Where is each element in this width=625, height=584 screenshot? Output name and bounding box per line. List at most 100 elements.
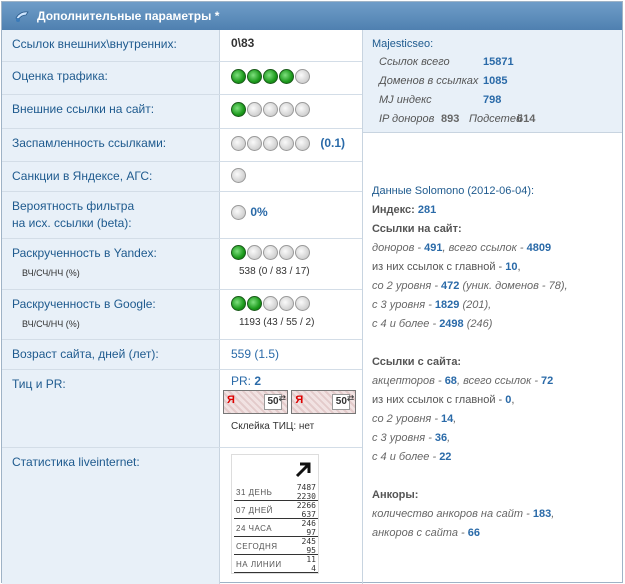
rating-dot-empty [295, 296, 310, 312]
rating-dots [231, 69, 311, 85]
rating-dot-empty [279, 296, 294, 312]
refresh-icon: ⇄ [346, 393, 355, 403]
value: 22 [439, 451, 452, 463]
li-value-2: 97 [306, 528, 316, 537]
rating-dot-filled [247, 69, 262, 85]
age-value: 559 (1.5) [231, 347, 280, 361]
value: 68 [444, 375, 457, 387]
row-label: Раскрученность в Google: [12, 297, 156, 311]
liveinternet-row: НА ЛИНИИ 11 4 [234, 555, 318, 573]
row-label: Ссылок внешних\внутренних: [2, 30, 220, 61]
rating-dot-empty [295, 245, 310, 261]
li-values: 245 95 [302, 537, 316, 555]
settings-icon [15, 11, 29, 22]
rating-dot-empty [279, 136, 294, 152]
rating-dots [231, 296, 311, 312]
row-liveinternet: Статистика liveinternet: 31 ДЕНЬ 7487 2230… [2, 448, 362, 584]
value: 472 [441, 280, 460, 292]
li-values: 246 97 [302, 519, 316, 537]
column-separator [362, 30, 363, 584]
solomono-index: 281 [417, 204, 437, 216]
li-value-2: 2230 [296, 492, 316, 501]
label: с 3 уровня [372, 299, 426, 311]
anchors-title: Анкоры: [372, 489, 419, 501]
row-age: Возраст сайта, дней (лет): 559 (1.5) [2, 340, 362, 370]
yandex-tic-badge[interactable]: Я 50 ⇄ [291, 390, 357, 414]
rating-dot-filled [231, 69, 246, 85]
rating-dot-empty [295, 136, 310, 152]
value: 14 [441, 413, 454, 425]
li-period: 24 ЧАСА [236, 524, 273, 533]
filter-value: 0% [250, 205, 268, 219]
rating-dots [231, 245, 311, 261]
out-links-title: Ссылки с сайта: [372, 356, 462, 368]
row-spam: Заспамленность ссылками: (0.1) [2, 129, 362, 162]
value: 72 [541, 375, 554, 387]
majestic-value: 614 [517, 113, 536, 125]
extra: (246) [466, 318, 493, 330]
row-yandex: Раскрученность в Yandex: ВЧ/СЧ/НЧ (%) 53… [2, 239, 362, 290]
row-external: Внешние ссылки на сайт: [2, 95, 362, 129]
rating-dot-empty [279, 245, 294, 261]
panel-title: Дополнительные параметры * [37, 9, 220, 23]
rating-dot-empty [263, 245, 278, 261]
pr-label: PR: [231, 374, 252, 388]
label: количество анкоров на сайт [372, 508, 524, 520]
value: 2498 [439, 318, 464, 330]
majestic-block: Majesticseo: Ссылок всего 15871 Доменов … [363, 30, 622, 133]
rating-dot-empty [247, 245, 262, 261]
label: с 4 и более [372, 451, 430, 463]
rating-dot-empty [263, 102, 278, 118]
refresh-icon: ⇄ [278, 393, 286, 403]
in-links-title: Ссылки на сайт: [372, 223, 462, 235]
li-period: 31 ДЕНЬ [236, 488, 273, 497]
pr-value: 2 [254, 374, 262, 388]
row-label: на исх. ссылки (beta): [12, 216, 132, 230]
li-values: 11 4 [306, 555, 316, 573]
label: доноров [372, 242, 415, 254]
value: 0 [505, 394, 512, 406]
tic-number: 50 [264, 394, 282, 410]
row-label: Заспамленность ссылками: [2, 129, 220, 161]
rating-dot-filled [231, 296, 246, 312]
majestic-label: IP доноров [379, 113, 435, 125]
tic-glue: Склейка ТИЦ: нет [231, 421, 315, 432]
rating-dot-empty [263, 136, 278, 152]
label: с 4 и более [372, 318, 430, 330]
solomono-index-label: Индекс: [372, 204, 415, 216]
li-values: 2266 637 [297, 501, 316, 519]
liveinternet-row: 24 ЧАСА 246 97 [234, 519, 318, 537]
rating-dot-empty [231, 136, 246, 152]
rating-dot-empty [247, 102, 262, 118]
row-label: Возраст сайта, дней (лет): [2, 340, 220, 369]
row-sublabel: ВЧ/СЧ/НЧ (%) [22, 319, 80, 329]
rating-dot-empty [263, 296, 278, 312]
row-label: Тиц и PR: [2, 370, 220, 447]
majestic-value: 798 [483, 94, 502, 106]
row-label: Раскрученность в Yandex: [12, 246, 157, 260]
liveinternet-row: 31 ДЕНЬ 7487 2230 [234, 483, 318, 501]
li-value-2: 95 [306, 546, 316, 555]
row-traffic: Оценка трафика: [2, 62, 362, 95]
solomono-block: Данные Solomono (2012-06-04): Индекс: 28… [372, 182, 622, 543]
label: с 3 уровня [372, 432, 426, 444]
label: акцепторов [372, 375, 435, 387]
yandex-logo-letter: Я [227, 394, 235, 406]
majestic-title: Majesticseo: [372, 38, 434, 50]
majestic-label: Доменов в ссылках [379, 75, 479, 87]
rating-dot-filled [279, 69, 294, 85]
value: 4809 [526, 242, 552, 254]
row-label: Вероятность фильтра [12, 199, 135, 213]
li-value-1: 245 [301, 537, 316, 546]
label: со 2 уровня [372, 280, 432, 292]
li-values: 7487 2230 [297, 483, 316, 501]
li-value-1: 2266 [296, 501, 316, 510]
majestic-value: 15871 [483, 56, 514, 68]
rating-dot-empty [295, 69, 310, 85]
liveinternet-counter[interactable]: 31 ДЕНЬ 7487 2230 07 ДНЕЙ 2266 637 24 ЧАСА 246 9… [231, 454, 319, 574]
yandex-logo-letter: Я [295, 394, 304, 406]
label: из них ссылок с главной [372, 394, 496, 406]
rating-dots [231, 102, 311, 118]
yandex-tic-badge[interactable]: Я 50 ⇄ [223, 390, 288, 414]
